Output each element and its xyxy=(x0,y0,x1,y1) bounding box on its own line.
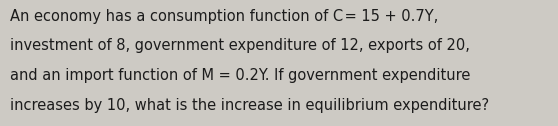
Text: An economy has a consumption function of C = 15 + 0.7Y,: An economy has a consumption function of… xyxy=(10,9,438,24)
Text: increases by 10, what is the increase in equilibrium expenditure?: increases by 10, what is the increase in… xyxy=(10,98,489,113)
Text: and an import function of M = 0.2Y. If government expenditure: and an import function of M = 0.2Y. If g… xyxy=(10,68,470,83)
Text: investment of 8, government expenditure of 12, exports of 20,: investment of 8, government expenditure … xyxy=(10,38,470,53)
